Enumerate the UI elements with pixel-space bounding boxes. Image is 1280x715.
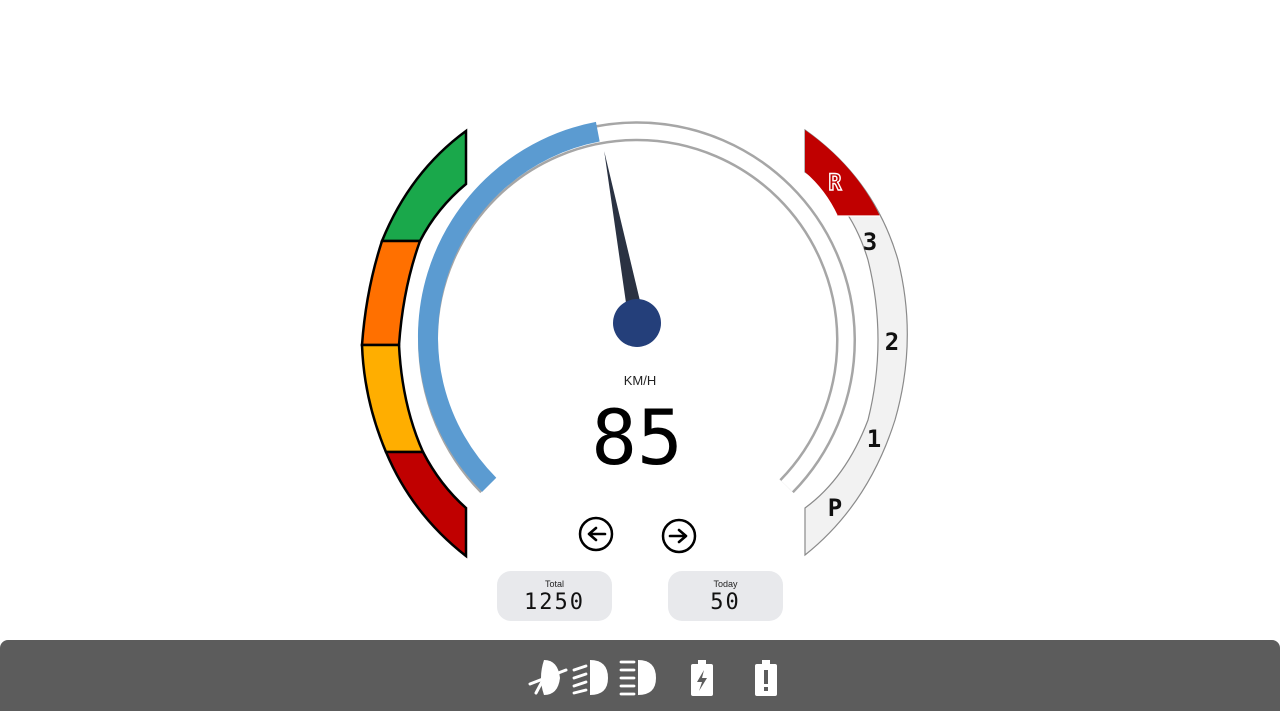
odometer-today-label: Today <box>713 579 738 589</box>
gear-selector: R 3 2 1 P <box>804 128 908 557</box>
odometer-total-value: 1250 <box>524 590 585 615</box>
needle-pointer <box>604 151 645 325</box>
right-arrow-glyph <box>668 528 688 544</box>
gear-2: 2 <box>885 328 899 356</box>
turn-right-button[interactable] <box>661 518 697 554</box>
battery-warning-icon <box>755 660 777 696</box>
gear-r: R <box>828 171 842 196</box>
level-segment-red <box>384 450 468 559</box>
battery-charging-icon <box>691 660 713 696</box>
status-icons <box>528 660 777 696</box>
needle-hub <box>613 299 661 347</box>
gear-active-segment-r <box>805 130 880 216</box>
gear-p: P <box>828 494 842 522</box>
odometer-total: Total 1250 <box>497 571 612 621</box>
speed-value: 85 <box>591 393 683 482</box>
level-gauge <box>360 128 468 559</box>
dashboard: R 3 2 1 P 85 <box>360 121 908 559</box>
fog-light-off-icon <box>528 660 568 695</box>
odometer-today: Today 50 <box>668 571 783 621</box>
gear-3: 3 <box>863 228 877 256</box>
high-beam-icon <box>619 660 656 696</box>
speed-needle <box>604 151 661 347</box>
odometer-total-label: Total <box>544 579 564 589</box>
odometer-today-value: 50 <box>710 590 741 615</box>
level-segment-yellow <box>360 343 425 454</box>
status-bar <box>0 640 1280 711</box>
speed-unit: KM/H <box>623 373 657 388</box>
level-segment-orange <box>360 239 422 347</box>
speed-arc <box>417 121 856 494</box>
gear-1: 1 <box>867 425 881 453</box>
gear-track <box>804 128 908 557</box>
turn-left-button[interactable] <box>578 516 614 552</box>
speed-arc-fill <box>417 121 600 492</box>
low-beam-icon <box>572 660 608 695</box>
left-arrow-glyph <box>587 526 607 542</box>
